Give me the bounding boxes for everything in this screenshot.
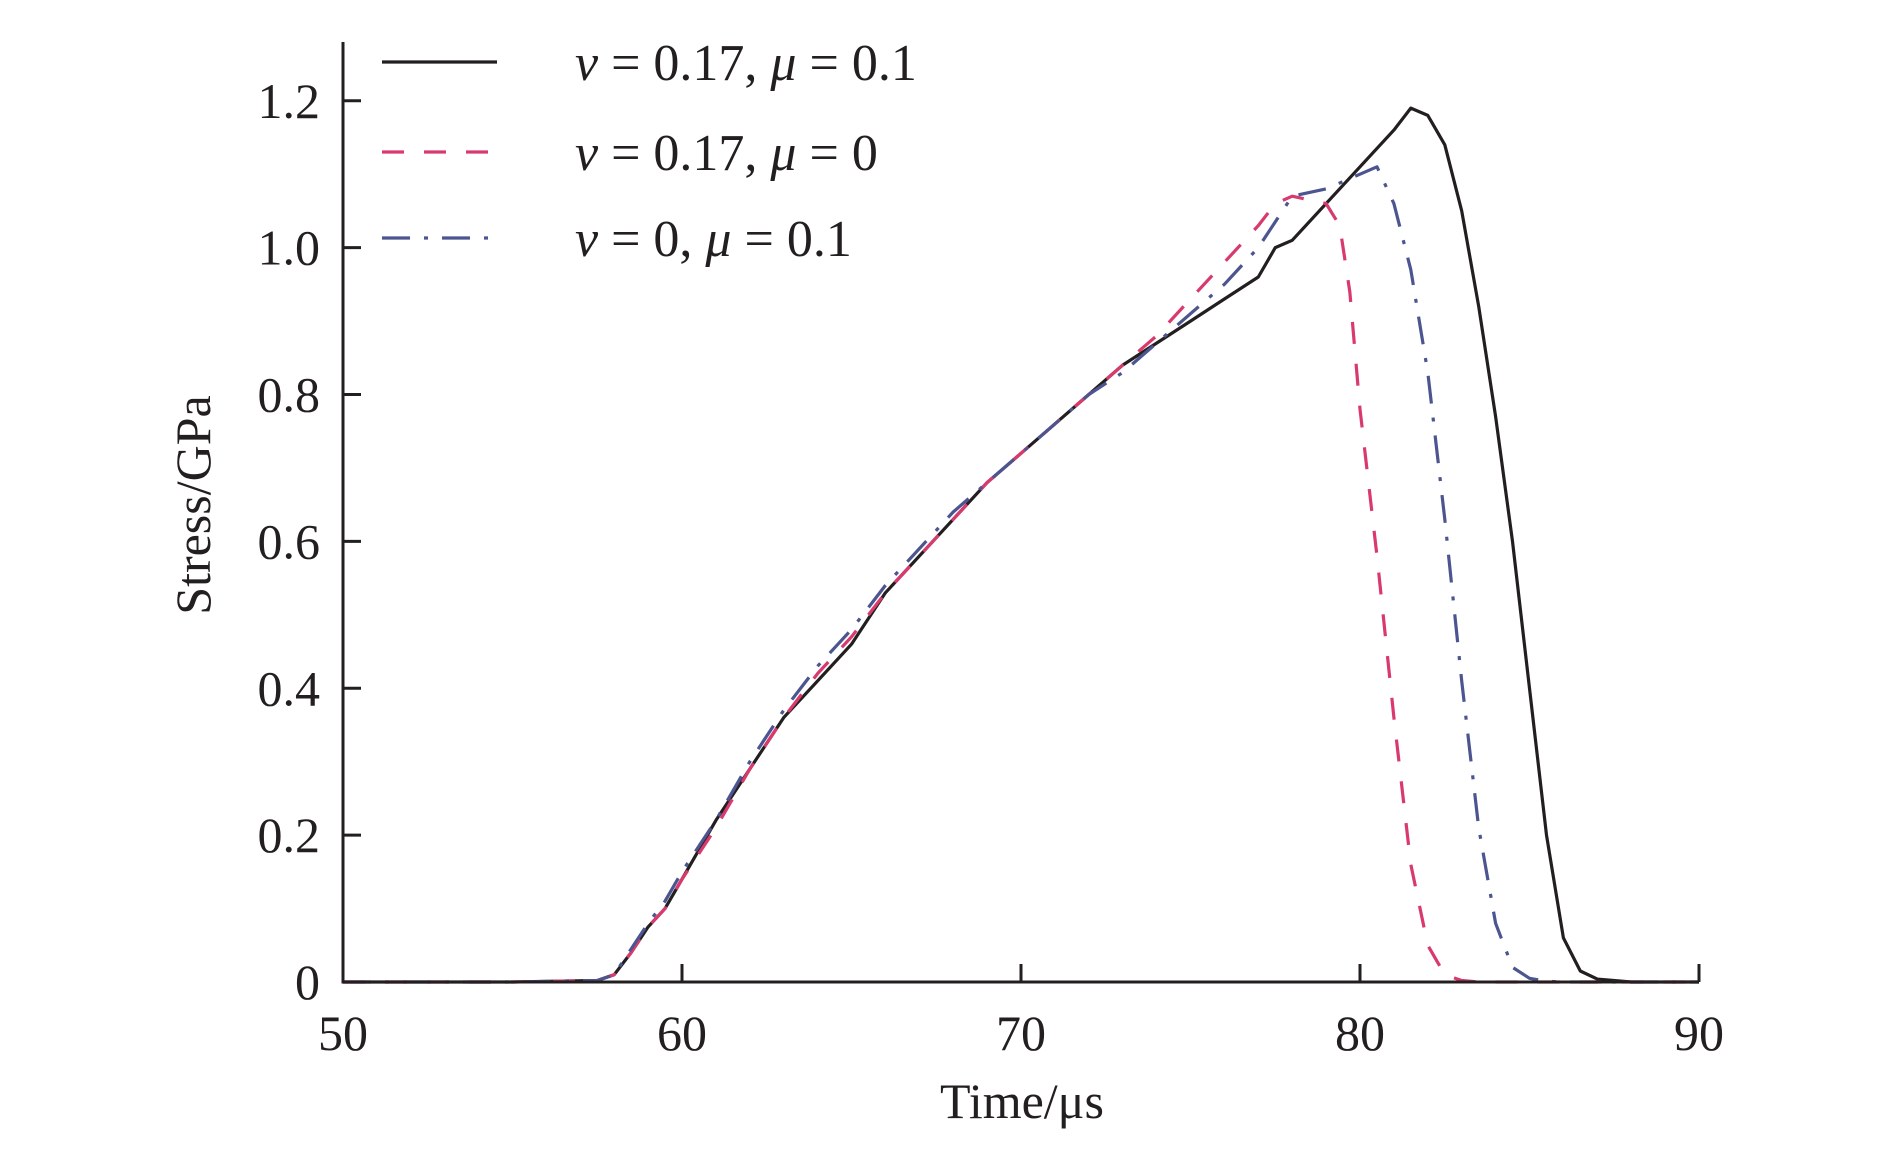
x-tick-labels: 50 60 70 80 90 <box>318 1005 1724 1061</box>
y-tick-label: 0 <box>295 954 320 1010</box>
series-line-1 <box>343 106 1699 984</box>
series-line-3 <box>343 165 1699 984</box>
y-tick-label: 0.2 <box>258 807 321 863</box>
y-tick-label: 1.2 <box>258 73 321 129</box>
x-axis-label: Time/μs <box>940 1073 1104 1129</box>
y-tick-label: 1.0 <box>258 220 321 276</box>
legend-label-1: v = 0.17, μ = 0.1 <box>575 35 917 92</box>
x-tick-label: 60 <box>657 1005 707 1061</box>
series-line-2 <box>343 194 1699 984</box>
legend: v = 0.17, μ = 0.1 v = 0.17, μ = 0 v = 0, μ… <box>382 35 917 268</box>
y-tick-label: 0.4 <box>258 660 321 716</box>
plot-lines <box>343 106 1699 984</box>
y-tick-labels: 0 0.2 0.4 0.6 0.8 1.0 1.2 <box>258 73 321 1010</box>
x-tick-label: 90 <box>1674 1005 1724 1061</box>
x-tick-label: 80 <box>1335 1005 1385 1061</box>
y-tick-label: 0.6 <box>258 513 321 569</box>
axes <box>341 42 1701 984</box>
y-axis-label: Stress/GPa <box>165 395 221 614</box>
x-tick-label: 50 <box>318 1005 368 1061</box>
y-tick-label: 0.8 <box>258 367 321 423</box>
legend-label-2: v = 0.17, μ = 0 <box>575 125 878 182</box>
x-tick-label: 70 <box>996 1005 1046 1061</box>
legend-label-3: v = 0, μ = 0.1 <box>575 211 852 268</box>
